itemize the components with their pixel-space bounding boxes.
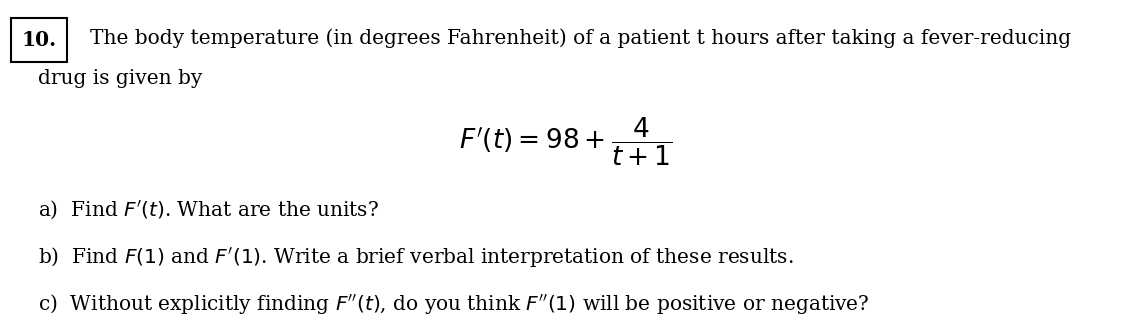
Text: c)  Without explicitly finding $F''(t)$, do you think $F''(1)$ will be positive : c) Without explicitly finding $F''(t)$, … — [38, 293, 869, 317]
Text: $F'(t) = 98 + \dfrac{4}{t+1}$: $F'(t) = 98 + \dfrac{4}{t+1}$ — [460, 116, 672, 168]
FancyBboxPatch shape — [11, 18, 67, 62]
Text: a)  Find $F'(t)$. What are the units?: a) Find $F'(t)$. What are the units? — [38, 199, 379, 221]
Text: 10.: 10. — [22, 30, 57, 50]
Text: b)  Find $F(1)$ and $F'(1)$. Write a brief verbal interpretation of these result: b) Find $F(1)$ and $F'(1)$. Write a brie… — [38, 246, 794, 270]
Text: drug is given by: drug is given by — [38, 68, 203, 88]
Text: The body temperature (in degrees Fahrenheit) of a patient t hours after taking a: The body temperature (in degrees Fahrenh… — [91, 28, 1071, 48]
